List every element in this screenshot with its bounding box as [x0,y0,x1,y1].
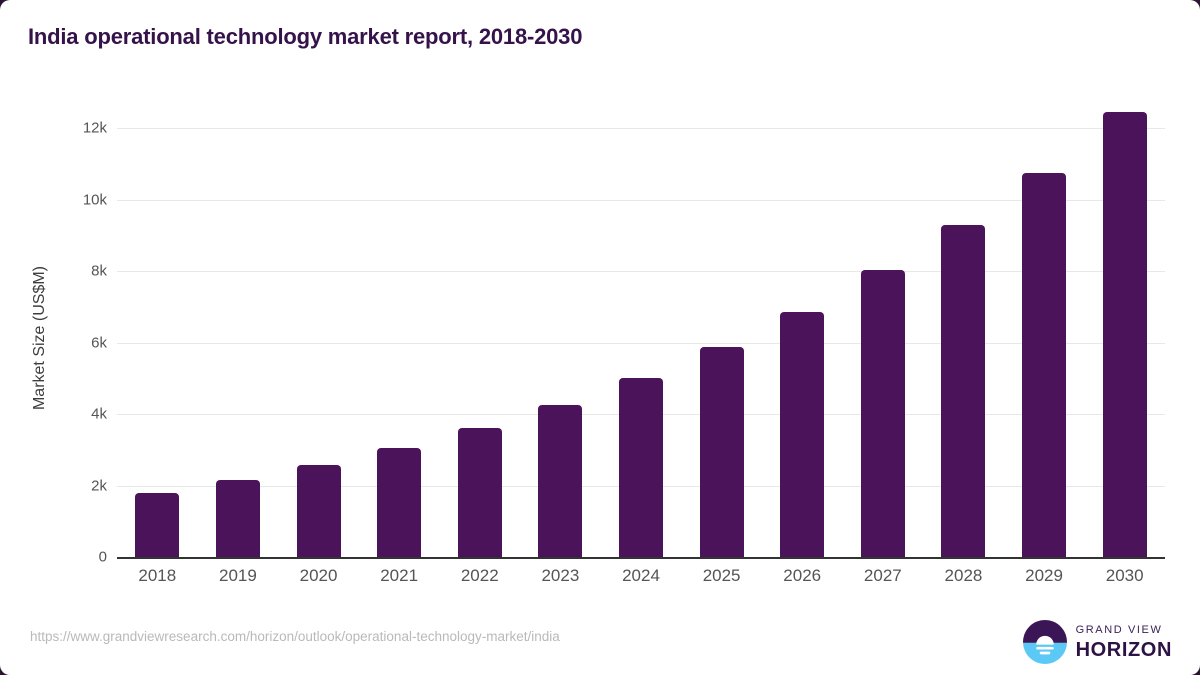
page-title: India operational technology market repo… [28,24,583,49]
y-tick-label: 0 [98,548,107,566]
x-axis-line [117,557,1165,559]
bar[interactable] [1022,172,1067,557]
y-tick-label: 4k [91,405,107,423]
bar[interactable] [538,404,583,557]
gridline [117,128,1165,129]
brand-logo: GRAND VIEW HORIZON [1022,620,1172,664]
bar[interactable] [860,269,905,557]
bar[interactable] [377,447,422,557]
x-tick-label: 2021 [380,566,419,585]
bar[interactable] [941,225,986,557]
gridline [117,271,1165,272]
x-tick-label: 2019 [219,566,257,585]
x-tick-label: 2026 [783,566,822,585]
bar[interactable] [619,378,663,557]
y-tick-label: 8k [91,262,107,280]
x-tick-label: 2018 [138,566,177,585]
bar[interactable] [780,312,825,557]
y-axis-ticks: 0 2k 4k 6k 8k 10k 12k [0,0,107,675]
y-tick-label: 12k [82,119,107,137]
y-tick-label: 10k [82,191,107,208]
y-tick-label: 2k [91,477,107,494]
brand-name-bottom: HORIZON [1075,638,1172,661]
brand-wordmark: GRAND VIEW HORIZON [1075,623,1172,661]
sunrise-circle-icon [1022,620,1067,664]
x-tick-label: 2022 [460,566,499,585]
x-axis-ticks: 2018 2019 2020 2021 2022 2023 2024 2025 2026 2027… [117,566,1165,596]
x-tick-label: 2029 [1025,566,1063,585]
y-axis-label: Market Size (US$M) [31,265,48,411]
source-url[interactable]: https://www.grandviewresearch.com/horizo… [30,629,560,644]
bar[interactable] [457,428,502,557]
x-tick-label: 2027 [863,566,902,585]
x-tick-label: 2030 [1105,566,1144,585]
bar[interactable] [1102,111,1147,557]
x-tick-label: 2028 [944,566,983,585]
x-tick-label: 2024 [622,566,660,585]
x-tick-label: 2023 [541,566,580,585]
bar[interactable] [215,480,260,557]
gridline [117,199,1165,201]
bar[interactable] [296,465,341,557]
bar[interactable] [135,493,180,557]
x-tick-label: 2025 [702,566,741,585]
bar-series [117,100,1165,557]
y-tick-label: 6k [91,334,107,351]
x-tick-label: 2020 [299,566,338,585]
brand-name-top: GRAND VIEW [1075,623,1163,636]
gridline [117,342,1165,344]
bar[interactable] [699,347,744,557]
